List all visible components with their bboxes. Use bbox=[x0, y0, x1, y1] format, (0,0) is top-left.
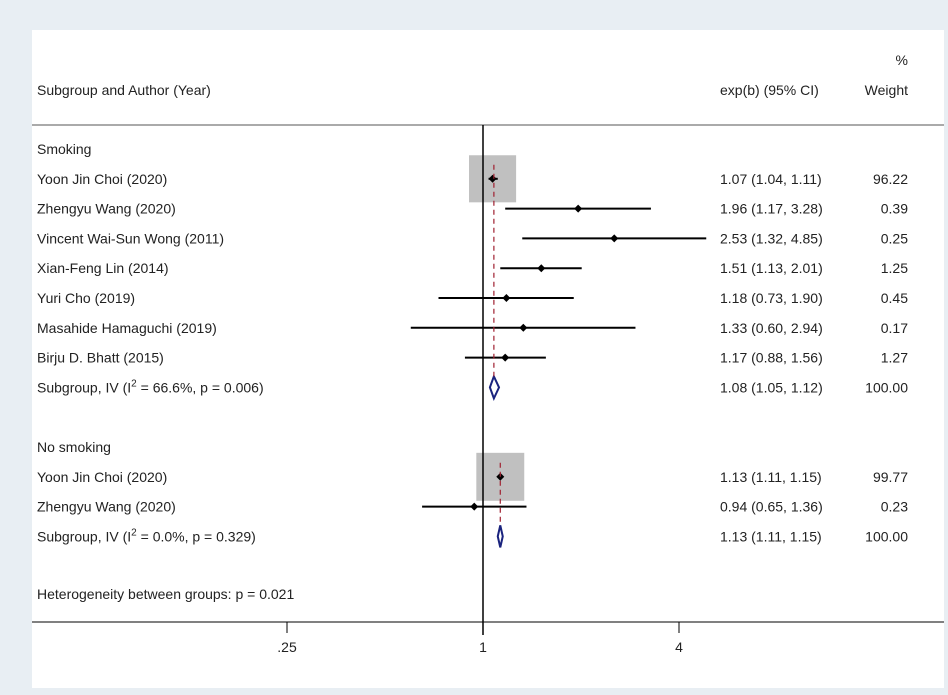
study-label: Masahide Hamaguchi (2019) bbox=[37, 320, 217, 336]
study-label: Yoon Jin Choi (2020) bbox=[37, 171, 167, 187]
study-ci-value: 1.07 (1.04, 1.11) bbox=[720, 171, 822, 187]
header-weight-column: Weight bbox=[865, 82, 908, 98]
study-ci-value: 1.33 (0.60, 2.94) bbox=[720, 320, 823, 336]
study-ci-value: 1.17 (0.88, 1.56) bbox=[720, 350, 823, 366]
x-tick-label: .25 bbox=[277, 639, 297, 655]
subgroup-summary-label-sup: 2 bbox=[131, 527, 137, 538]
header-effect-column: exp(b) (95% CI) bbox=[720, 82, 819, 98]
study-point-estimate bbox=[610, 234, 619, 243]
study-label: Zhengyu Wang (2020) bbox=[37, 201, 176, 217]
study-label: Xian-Feng Lin (2014) bbox=[37, 260, 169, 276]
study-weight-value: 0.23 bbox=[881, 499, 908, 515]
group-heading: No smoking bbox=[37, 439, 111, 455]
study-point-estimate bbox=[488, 174, 497, 183]
study-weight-value: 99.77 bbox=[873, 469, 908, 485]
study-weight-value: 96.22 bbox=[873, 171, 908, 187]
subgroup-ci-value: 1.13 (1.11, 1.15) bbox=[720, 528, 822, 544]
subgroup-summary-label-sup: 2 bbox=[131, 378, 137, 389]
x-tick-label: 1 bbox=[479, 639, 487, 655]
x-tick-label: 4 bbox=[675, 639, 683, 655]
header-weight-percent: % bbox=[896, 52, 908, 68]
study-point-estimate bbox=[470, 502, 479, 511]
subgroup-summary-label: Subgroup, IV (I2 = 66.6%, p = 0.006) bbox=[37, 378, 264, 395]
study-weight-value: 1.27 bbox=[881, 350, 908, 366]
study-ci-value: 1.13 (1.11, 1.15) bbox=[720, 469, 822, 485]
header-study-column: Subgroup and Author (Year) bbox=[37, 82, 211, 98]
subgroup-summary-label: Subgroup, IV (I2 = 0.0%, p = 0.329) bbox=[37, 527, 256, 544]
study-label: Yuri Cho (2019) bbox=[37, 290, 135, 306]
subgroup-summary-label-pre: Subgroup, IV (I bbox=[37, 528, 131, 544]
subgroup-summary-label-pre: Subgroup, IV (I bbox=[37, 379, 131, 395]
study-label: Birju D. Bhatt (2015) bbox=[37, 350, 164, 366]
subgroup-weight-value: 100.00 bbox=[865, 379, 908, 395]
study-point-estimate bbox=[537, 264, 546, 273]
study-weight-value: 0.25 bbox=[881, 230, 908, 246]
group-heading: Smoking bbox=[37, 141, 91, 157]
study-point-estimate bbox=[574, 204, 583, 213]
study-ci-value: 1.96 (1.17, 3.28) bbox=[720, 201, 823, 217]
subgroup-summary-diamond bbox=[488, 373, 501, 402]
study-label: Zhengyu Wang (2020) bbox=[37, 499, 176, 515]
study-point-estimate bbox=[519, 323, 528, 332]
subgroup-summary-diamond bbox=[496, 525, 504, 548]
study-ci-value: 2.53 (1.32, 4.85) bbox=[720, 230, 823, 246]
study-weight-value: 0.17 bbox=[881, 320, 908, 336]
subgroup-ci-value: 1.08 (1.05, 1.12) bbox=[720, 379, 823, 395]
study-label: Yoon Jin Choi (2020) bbox=[37, 469, 167, 485]
study-point-estimate bbox=[501, 353, 510, 362]
study-weight-value: 0.39 bbox=[881, 201, 908, 217]
study-label: Vincent Wai-Sun Wong (2011) bbox=[37, 230, 224, 246]
subgroup-weight-value: 100.00 bbox=[865, 528, 908, 544]
study-ci-value: 0.94 (0.65, 1.36) bbox=[720, 499, 823, 515]
study-point-estimate bbox=[502, 294, 511, 302]
study-ci-value: 1.51 (1.13, 2.01) bbox=[720, 260, 823, 276]
study-ci-value: 1.18 (0.73, 1.90) bbox=[720, 290, 823, 306]
study-weight-value: 1.25 bbox=[881, 260, 908, 276]
subgroup-summary-label-post: = 66.6%, p = 0.006) bbox=[137, 379, 264, 395]
subgroup-summary-label-post: = 0.0%, p = 0.329) bbox=[137, 528, 256, 544]
plot-panel bbox=[32, 30, 944, 688]
study-weight-value: 0.45 bbox=[881, 290, 908, 306]
heterogeneity-note: Heterogeneity between groups: p = 0.021 bbox=[37, 586, 294, 602]
